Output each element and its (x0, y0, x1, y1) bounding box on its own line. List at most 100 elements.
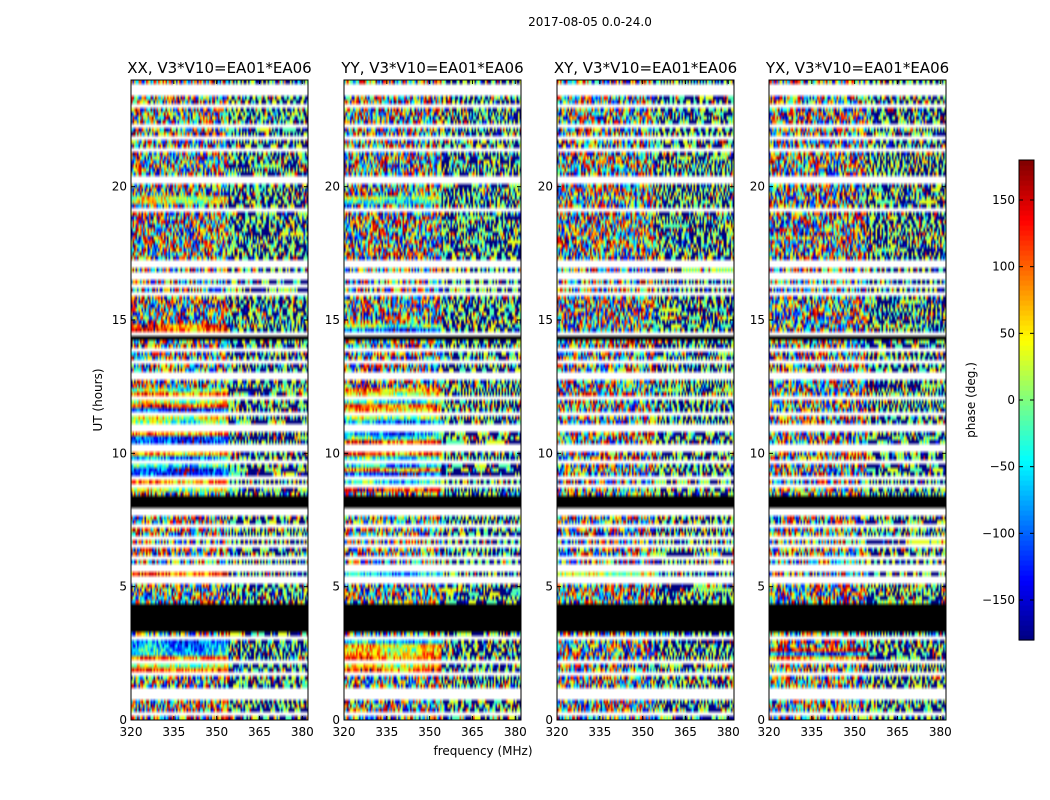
y-tick-label: 0 (119, 713, 127, 727)
colorbar-band (1019, 500, 1034, 506)
x-tick-label: 365 (461, 725, 484, 739)
colorbar-band (1019, 235, 1034, 241)
colorbar-band (1019, 225, 1034, 231)
heatmap-image-3 (557, 80, 734, 720)
y-tick-label: 5 (757, 580, 765, 594)
y-tick-label: 10 (325, 446, 340, 460)
colorbar-band (1019, 250, 1034, 256)
colorbar-band (1019, 495, 1034, 501)
colorbar-band (1019, 230, 1034, 236)
colorbar-tick-label: 150 (992, 193, 1015, 207)
y-tick-label: 0 (545, 713, 553, 727)
colorbar-band (1019, 285, 1034, 291)
colorbar-tick-label: −100 (982, 526, 1015, 540)
colorbar-band (1019, 340, 1034, 346)
colorbar-band (1019, 395, 1034, 401)
x-tick-label: 350 (843, 725, 866, 739)
colorbar-band (1019, 325, 1034, 331)
x-tick-label: 365 (248, 725, 271, 739)
colorbar-band (1019, 615, 1034, 621)
heatmap-image-2 (344, 80, 521, 720)
colorbar-band (1019, 460, 1034, 466)
suptitle: 2017-08-05 0.0-24.0 (528, 15, 652, 29)
y-tick-label: 0 (332, 713, 340, 727)
colorbar-tick-label: −50 (990, 460, 1015, 474)
panel-3: XY, V3*V10=EA01*EA06 320 335 350 365 380 0 5 10 1… (538, 59, 740, 739)
y-tick-label: 5 (332, 580, 340, 594)
colorbar-band (1019, 625, 1034, 631)
colorbar-band (1019, 530, 1034, 536)
y-tick-label: 15 (325, 313, 340, 327)
colorbar-band (1019, 510, 1034, 516)
panel-title: YX, V3*V10=EA01*EA06 (765, 59, 949, 77)
y-tick-label: 20 (538, 180, 553, 194)
colorbar-band (1019, 455, 1034, 461)
colorbar-band (1019, 410, 1034, 416)
colorbar-band (1019, 310, 1034, 316)
colorbar-band (1019, 315, 1034, 321)
colorbar-band (1019, 610, 1034, 616)
heatmap-image-1 (131, 80, 308, 720)
colorbar-band (1019, 585, 1034, 591)
colorbar-band (1019, 360, 1034, 366)
colorbar-tick-label: −150 (982, 593, 1015, 607)
x-tick-label: 335 (800, 725, 823, 739)
x-tick-label: 365 (886, 725, 909, 739)
colorbar-band (1019, 480, 1034, 486)
colorbar-band (1019, 280, 1034, 286)
y-tick-label: 15 (538, 313, 553, 327)
colorbar-band (1019, 260, 1034, 266)
colorbar-band (1019, 560, 1034, 566)
colorbar-band (1019, 575, 1034, 581)
colorbar-band (1019, 520, 1034, 526)
colorbar: −150 −100 −50 0 50 100 150 (982, 159, 1035, 641)
colorbar-band (1019, 205, 1034, 211)
colorbar-band (1019, 630, 1034, 636)
colorbar-band (1019, 170, 1034, 176)
plot-frame (556, 79, 735, 721)
colorbar-band (1019, 355, 1034, 361)
x-tick-label: 320 (120, 725, 143, 739)
y-tick-label: 10 (750, 446, 765, 460)
colorbar-band (1019, 255, 1034, 261)
colorbar-band (1019, 415, 1034, 421)
colorbar-band (1019, 440, 1034, 446)
colorbar-band (1019, 605, 1034, 611)
colorbar-band (1019, 490, 1034, 496)
x-tick-label: 350 (631, 725, 654, 739)
panel-title: XX, V3*V10=EA01*EA06 (127, 59, 311, 77)
colorbar-band (1019, 380, 1034, 386)
colorbar-tick-label: 0 (1007, 393, 1015, 407)
colorbar-band (1019, 275, 1034, 281)
colorbar-band (1019, 390, 1034, 396)
colorbar-band (1019, 185, 1034, 191)
colorbar-band (1019, 550, 1034, 556)
y-tick-label: 15 (750, 313, 765, 327)
colorbar-band (1019, 450, 1034, 456)
x-tick-label: 350 (205, 725, 228, 739)
colorbar-band (1019, 365, 1034, 371)
x-tick-label: 335 (588, 725, 611, 739)
colorbar-band (1019, 595, 1034, 601)
colorbar-band (1019, 165, 1034, 171)
colorbar-band (1019, 620, 1034, 626)
colorbar-band (1019, 195, 1034, 201)
colorbar-band (1019, 245, 1034, 251)
panels-group: XX, V3*V10=EA01*EA06 320 335 350 365 380 0 5 10 1… (112, 59, 952, 739)
x-tick-label: 350 (418, 725, 441, 739)
y-tick-label: 20 (325, 180, 340, 194)
colorbar-band (1019, 300, 1034, 306)
y-axis-label: UT (hours) (91, 368, 105, 431)
colorbar-band (1019, 565, 1034, 571)
colorbar-band (1019, 420, 1034, 426)
panel-2: YY, V3*V10=EA01*EA06 320 335 350 365 380 0 5 10 1… (325, 59, 527, 739)
colorbar-band (1019, 525, 1034, 531)
plot-frame (343, 79, 522, 721)
colorbar-band (1019, 210, 1034, 216)
colorbar-band (1019, 220, 1034, 226)
x-tick-label: 335 (375, 725, 398, 739)
colorbar-band (1019, 200, 1034, 206)
colorbar-band (1019, 295, 1034, 301)
colorbar-band (1019, 470, 1034, 476)
colorbar-band (1019, 335, 1034, 341)
